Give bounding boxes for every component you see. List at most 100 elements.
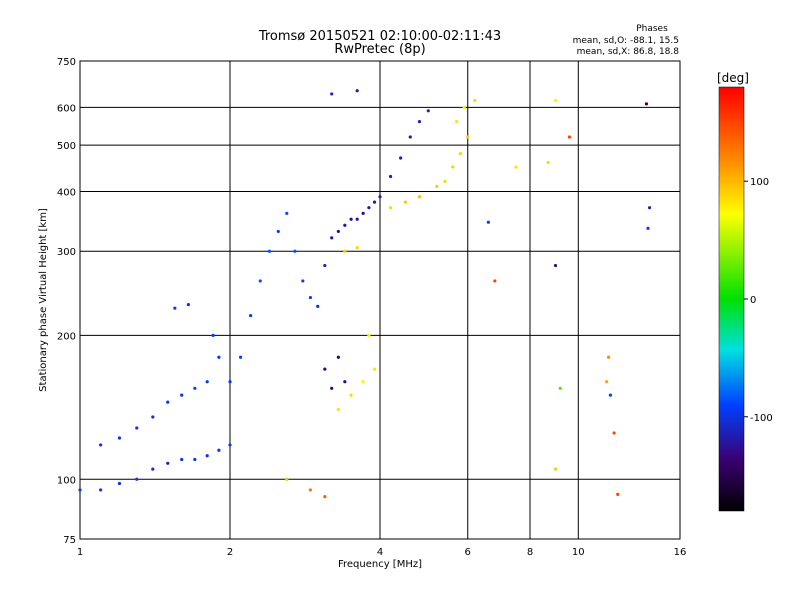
data-point	[99, 488, 103, 492]
data-point	[180, 393, 184, 397]
data-point	[466, 135, 470, 139]
y-tick-label: 75	[63, 535, 76, 546]
data-point	[361, 380, 365, 384]
data-point	[403, 200, 408, 204]
x-tick-label: 6	[465, 547, 471, 558]
y-tick-label: 600	[57, 103, 76, 114]
data-point	[193, 386, 197, 390]
x-tick-label: 16	[674, 547, 687, 558]
data-point	[316, 304, 320, 308]
phase-info-title: Phases	[636, 24, 668, 34]
data-point	[378, 195, 382, 199]
data-point	[323, 367, 327, 371]
data-point	[276, 229, 280, 234]
data-points	[78, 89, 652, 499]
data-point	[546, 160, 550, 165]
data-point	[417, 195, 422, 199]
x-tick-label: 1	[77, 547, 83, 558]
data-point	[608, 393, 613, 397]
data-point	[267, 249, 272, 253]
data-point	[323, 263, 327, 268]
data-point	[180, 457, 184, 462]
data-point	[205, 454, 209, 458]
data-point	[399, 156, 403, 160]
colorbar-label: [deg]	[717, 71, 749, 85]
data-point	[117, 481, 122, 486]
data-point	[372, 200, 377, 204]
data-point	[435, 184, 439, 188]
data-point	[217, 448, 221, 452]
data-point	[616, 492, 620, 496]
y-tick-label: 400	[57, 187, 76, 198]
data-point	[367, 333, 371, 337]
data-point	[336, 355, 340, 359]
data-point	[355, 89, 359, 93]
data-point	[308, 488, 313, 492]
y-tick-label: 200	[57, 331, 76, 342]
phase-info-o: mean, sd,O: -88.1, 15.5	[573, 36, 679, 46]
data-point	[186, 302, 190, 307]
data-point	[151, 467, 155, 471]
chart-subtitle: RwPretec (8p)	[334, 42, 425, 57]
colorbar-tick-label: 100	[750, 177, 769, 188]
data-point	[647, 206, 652, 210]
data-point	[151, 415, 155, 419]
data-point	[355, 217, 359, 221]
data-point	[567, 135, 572, 139]
data-point	[553, 467, 558, 471]
data-point	[426, 109, 430, 113]
data-point	[514, 165, 518, 169]
data-point	[193, 457, 197, 462]
data-point	[330, 92, 334, 96]
data-point	[166, 461, 170, 465]
data-point	[238, 355, 243, 359]
data-point	[458, 152, 463, 156]
data-point	[228, 380, 232, 384]
data-point	[323, 494, 327, 499]
data-point	[336, 407, 340, 412]
data-point	[349, 217, 353, 221]
colorbar-ticks: 100 0 -100	[744, 177, 773, 424]
colorbar-tick-label: -100	[750, 413, 773, 424]
data-point	[173, 306, 177, 310]
data-point	[455, 120, 459, 124]
x-tick-label: 2	[227, 547, 233, 558]
data-point	[417, 120, 422, 124]
data-point	[343, 380, 347, 384]
data-point	[367, 206, 371, 210]
data-point	[336, 229, 340, 234]
y-tick-label: 750	[57, 57, 76, 68]
data-point	[646, 226, 650, 230]
data-point	[343, 223, 347, 227]
data-point	[343, 249, 347, 253]
data-point	[293, 249, 297, 253]
data-point	[330, 386, 334, 390]
data-point	[330, 236, 334, 240]
data-point	[135, 426, 139, 430]
phase-info-x: mean, sd,X: 86.8, 18.8	[577, 47, 680, 57]
data-point	[258, 279, 262, 283]
data-point	[355, 246, 359, 250]
data-point	[408, 135, 412, 139]
data-point	[301, 279, 305, 283]
data-point	[388, 174, 393, 179]
data-point	[606, 355, 611, 359]
data-point	[117, 436, 122, 440]
axis-ticks: 1 2 4 6 8 10 16 75 100 200 300 400 500 600 750	[57, 57, 686, 558]
data-point	[349, 393, 353, 397]
y-tick-label: 500	[57, 141, 76, 152]
y-tick-label: 300	[57, 247, 76, 258]
data-point	[644, 102, 649, 106]
x-tick-label: 10	[572, 547, 585, 558]
chart-title: Tromsø 20150521 02:10:00-02:11:43	[258, 29, 501, 44]
y-tick-label: 100	[57, 475, 76, 486]
data-point	[462, 105, 466, 109]
data-point	[372, 367, 377, 371]
x-tick-label: 4	[377, 547, 383, 558]
data-point	[612, 431, 616, 435]
data-point	[285, 477, 289, 481]
data-point	[361, 211, 365, 215]
data-point	[217, 355, 221, 359]
y-axis-label: Stationary phase Virtual Height [km]	[38, 208, 49, 392]
